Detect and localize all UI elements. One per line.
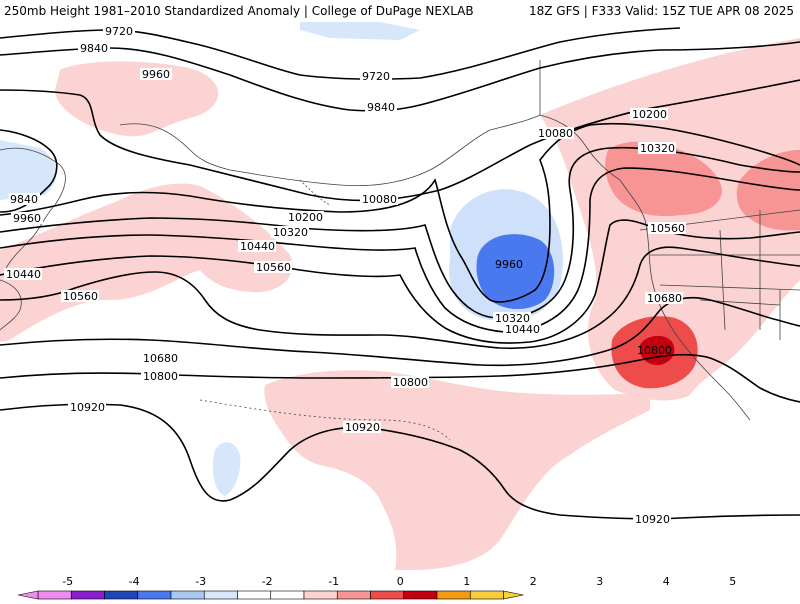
contour-label: 10440 — [505, 323, 540, 336]
contour-label: 9840 — [10, 193, 38, 206]
contour-label: 10800 — [393, 376, 428, 389]
model-valid-time: 18Z GFS | F333 Valid: 15Z TUE APR 08 202… — [528, 4, 794, 18]
positive-anomaly-area — [736, 150, 800, 231]
contour-label: 10320 — [640, 142, 675, 155]
colorbar-tick-label: -3 — [195, 575, 206, 588]
contour-label: 10680 — [647, 292, 682, 305]
positive-anomaly-area — [264, 370, 650, 570]
contour-label: 9720 — [362, 70, 390, 83]
contour-label: 10560 — [650, 222, 685, 235]
contour-label: 10680 — [143, 352, 178, 365]
colorbar-segment — [203, 590, 238, 600]
contour-label: 10320 — [273, 226, 308, 239]
colorbar-tick-label: 3 — [596, 575, 603, 588]
contour-line — [0, 167, 800, 333]
positive-anomaly-area — [540, 38, 800, 401]
colorbar-segment — [70, 590, 105, 600]
colorbar-tick-label: -2 — [262, 575, 273, 588]
colorbar-segment — [37, 590, 72, 600]
contour-label: 10560 — [256, 261, 291, 274]
positive-anomaly-area — [605, 141, 722, 217]
contour-line — [0, 129, 58, 213]
contour-label: 10920 — [70, 401, 105, 414]
colorbar-left-arrow — [17, 590, 39, 600]
colorbar-segment — [436, 590, 471, 600]
colorbar-tick-label: -1 — [328, 575, 339, 588]
contour-labels: 9720 9840 9960 9720 9840 10080 10200 103… — [4, 25, 686, 526]
contour-label: 10200 — [288, 211, 323, 224]
contour-line — [0, 79, 800, 202]
colorbar-segment — [403, 590, 438, 600]
contour-line — [0, 146, 800, 319]
contour-label: 10440 — [240, 240, 275, 253]
contour-label: 10200 — [632, 108, 667, 121]
contour-label: 10800 — [637, 344, 672, 357]
contour-label: 10320 — [495, 312, 530, 325]
contour-line — [0, 296, 800, 367]
colorbar-tick-label: -5 — [62, 575, 73, 588]
contour-line — [0, 246, 800, 350]
colorbar-tick-label: 2 — [530, 575, 537, 588]
contour-label: 9720 — [105, 25, 133, 38]
contour-label: 9960 — [495, 258, 523, 271]
colorbar: -5 -4 -3 -2 -1 0 1 2 3 4 5 — [0, 570, 800, 600]
contour-label: 10920 — [345, 421, 380, 434]
colorbar-segment — [104, 590, 139, 600]
contour-label: 10080 — [362, 193, 397, 206]
colorbar-segment — [237, 590, 272, 600]
contour-label: 10080 — [538, 127, 573, 140]
colorbar-segment — [370, 590, 405, 600]
contour-label: 10920 — [635, 513, 670, 526]
contour-label: 9960 — [13, 212, 41, 225]
colorbar-tick-label: 1 — [463, 575, 470, 588]
coastlines — [0, 60, 800, 441]
negative-anomaly-area — [212, 442, 241, 496]
positive-anomaly-area — [300, 22, 420, 40]
negative-anomaly-area — [0, 140, 57, 200]
contour-line — [0, 122, 800, 303]
contour-label: 9960 — [142, 68, 170, 81]
colorbar-tick-label: 0 — [397, 575, 404, 588]
contour-label: 10440 — [6, 268, 41, 281]
colorbar-right-arrow — [503, 590, 524, 600]
contour-label: 9840 — [367, 101, 395, 114]
colorbar-segment — [270, 590, 305, 600]
colorbar-segment — [303, 590, 338, 600]
colorbar-tick-label: 4 — [663, 575, 670, 588]
colorbar-segment — [469, 590, 504, 600]
contour-label: 10560 — [63, 290, 98, 303]
colorbar-segment — [137, 590, 172, 600]
map-title: 250mb Height 1981–2010 Standardized Anom… — [4, 4, 474, 18]
title-bar: 250mb Height 1981–2010 Standardized Anom… — [0, 0, 800, 22]
colorbar-svg: -5 -4 -3 -2 -1 0 1 2 3 4 5 — [17, 575, 736, 600]
anomaly-map: 9720 9840 9960 9720 9840 10080 10200 103… — [0, 22, 800, 570]
contour-label: 10800 — [143, 370, 178, 383]
colorbar-segment — [336, 590, 371, 600]
colorbar-tick-label: 5 — [729, 575, 736, 588]
colorbar-segment — [170, 590, 205, 600]
colorbar-tick-label: -4 — [129, 575, 140, 588]
contour-label: 9840 — [80, 42, 108, 55]
positive-anomaly-area — [55, 61, 219, 137]
